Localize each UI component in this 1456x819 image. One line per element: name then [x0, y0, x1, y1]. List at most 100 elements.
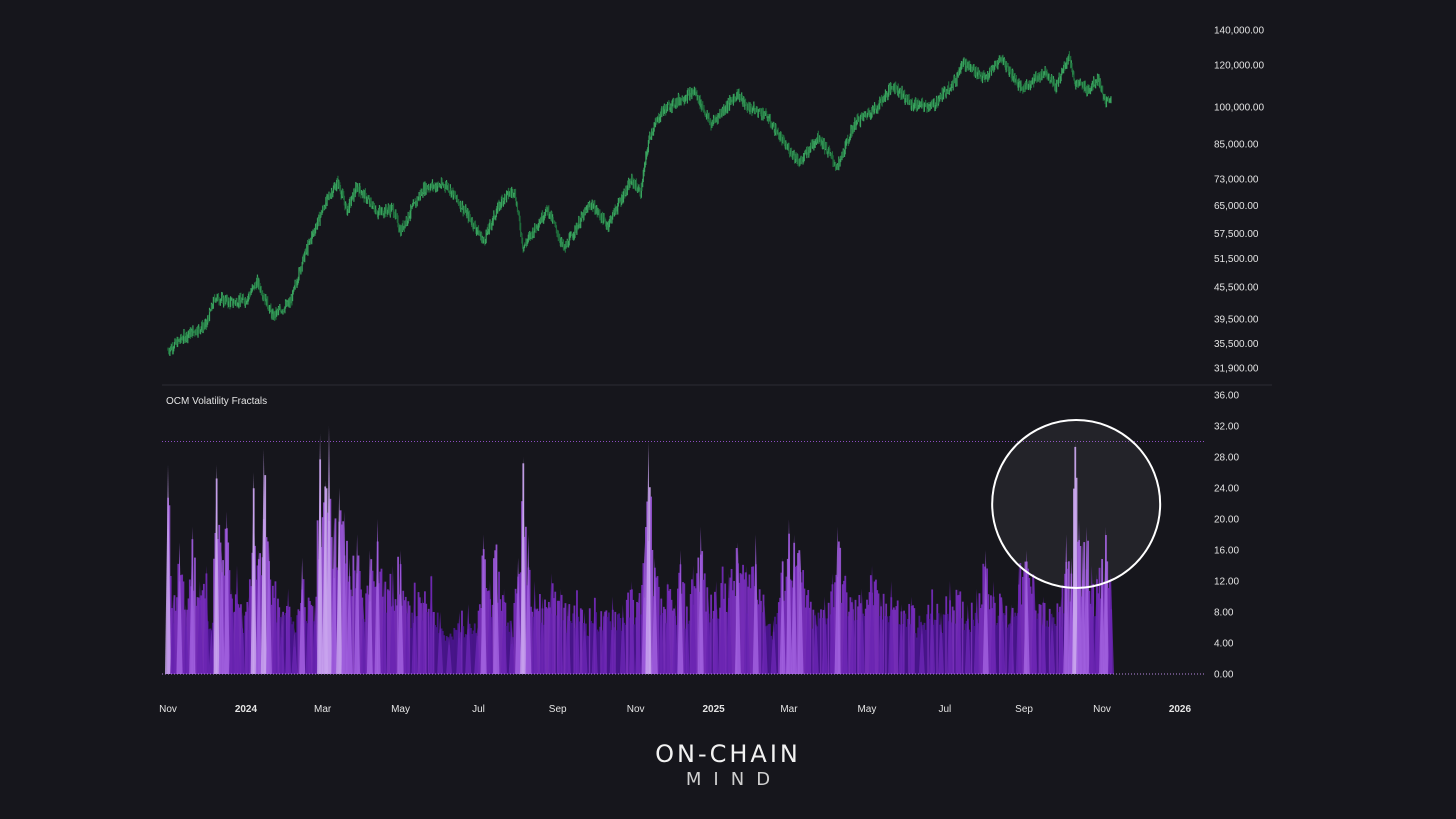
volatility-bar: [761, 612, 764, 674]
volatility-bar: [944, 614, 946, 674]
volatility-bar: [388, 590, 391, 674]
volatility-peak: [858, 588, 865, 674]
volatility-bar: [470, 627, 472, 674]
volatility-bar: [834, 582, 836, 674]
volatility-peak: [619, 604, 626, 674]
volatility-peak: [785, 519, 792, 674]
volatility-bar: [1013, 616, 1015, 674]
volatility-peak: [501, 588, 508, 674]
volatility-bar: [537, 611, 540, 674]
volatility-bar: [473, 623, 476, 674]
volatility-bar: [608, 612, 610, 674]
volatility-bar: [996, 622, 999, 674]
volatility-peak: [713, 581, 720, 674]
volatility-bar: [811, 628, 813, 674]
volatility-bar: [374, 587, 376, 674]
volatility-bar: [581, 609, 583, 674]
volatility-bar: [223, 575, 226, 674]
volatility-peak: [834, 526, 841, 674]
volatility-bar: [1021, 576, 1024, 674]
volatility-bar: [924, 629, 927, 674]
volatility-peak: [1058, 596, 1065, 674]
volatility-bar: [461, 610, 463, 674]
volatility-bar: [499, 599, 502, 674]
volatility-bar: [1023, 569, 1026, 674]
volatility-peak: [677, 550, 684, 674]
volatility-bar: [500, 610, 503, 674]
volatility-bar: [445, 636, 448, 674]
volatility-peak: [908, 596, 915, 674]
volatility-bar: [188, 579, 191, 674]
volatility-peak: [218, 550, 225, 674]
volatility-peak: [380, 581, 387, 674]
volatility-bar: [1061, 585, 1064, 674]
volatility-peak: [1031, 573, 1038, 674]
volatility-bar: [873, 581, 876, 674]
volatility-bar: [710, 594, 713, 674]
volatility-bar: [669, 589, 672, 674]
volatility-bar: [827, 602, 830, 674]
volatility-pane-title: OCM Volatility Fractals: [166, 396, 267, 407]
volatility-bar: [477, 610, 480, 674]
volatility-peak: [272, 581, 279, 674]
volatility-bar: [641, 584, 644, 674]
volatility-bar: [233, 611, 236, 674]
volatility-peak: [539, 596, 546, 674]
volatility-bar: [424, 591, 426, 674]
volatility-bar: [887, 622, 890, 674]
volatility-peak: [278, 612, 285, 674]
volatility-peak: [999, 596, 1006, 674]
volatility-bar: [352, 555, 355, 674]
volatility-bar: [804, 607, 807, 674]
volatility-bar: [1098, 567, 1101, 674]
volatility-bar: [588, 608, 591, 674]
volatility-bar: [587, 636, 590, 674]
volatility-bar: [402, 590, 405, 674]
volatility-bar: [829, 614, 831, 674]
volatility-peak: [779, 557, 786, 674]
volatility-peak: [336, 488, 343, 674]
volatility-bar: [284, 612, 287, 674]
volatility-peak: [170, 596, 177, 674]
volatility-bar: [760, 600, 762, 674]
price-axis-label: 31,900.00: [1214, 364, 1259, 375]
volatility-bar: [802, 570, 805, 674]
volatility-peak: [600, 612, 607, 674]
volatility-bar: [1057, 612, 1060, 674]
volatility-bar: [555, 615, 558, 674]
volatility-peak: [573, 588, 580, 674]
volatility-bar: [952, 610, 955, 674]
time-axis-label: May: [857, 704, 876, 715]
volatility-bar: [600, 611, 603, 674]
volatility-bar: [340, 524, 343, 674]
volatility-peak: [743, 565, 750, 674]
volatility-bar: [803, 588, 806, 674]
volatility-axis-label: 16.00: [1214, 546, 1239, 557]
volatility-axis-label: 8.00: [1214, 608, 1234, 619]
volatility-bar: [926, 614, 928, 674]
volatility-peak: [770, 619, 777, 674]
volatility-bar: [748, 574, 751, 674]
volatility-bar: [491, 604, 494, 674]
volatility-bar: [346, 540, 348, 674]
volatility-bar: [480, 608, 483, 674]
volatility-bar: [265, 537, 268, 674]
price-axis-label: 45,500.00: [1214, 282, 1259, 293]
volatility-bar: [864, 608, 867, 674]
volatility-bar: [627, 592, 629, 674]
volatility-bar: [1039, 604, 1042, 674]
volatility-bar: [905, 626, 908, 674]
volatility-bar: [711, 618, 714, 674]
volatility-bar: [524, 526, 527, 674]
volatility-peak: [1088, 565, 1095, 674]
volatility-bar: [719, 607, 721, 674]
volatility-bar: [570, 622, 573, 674]
volatility-peak: [719, 565, 726, 674]
volatility-peak: [531, 581, 538, 674]
volatility-bar: [936, 603, 939, 674]
volatility-bar: [751, 566, 753, 674]
volatility-bar: [310, 604, 313, 674]
volatility-bar: [858, 594, 861, 674]
volatility-bar: [507, 622, 509, 674]
volatility-bar: [817, 612, 820, 674]
